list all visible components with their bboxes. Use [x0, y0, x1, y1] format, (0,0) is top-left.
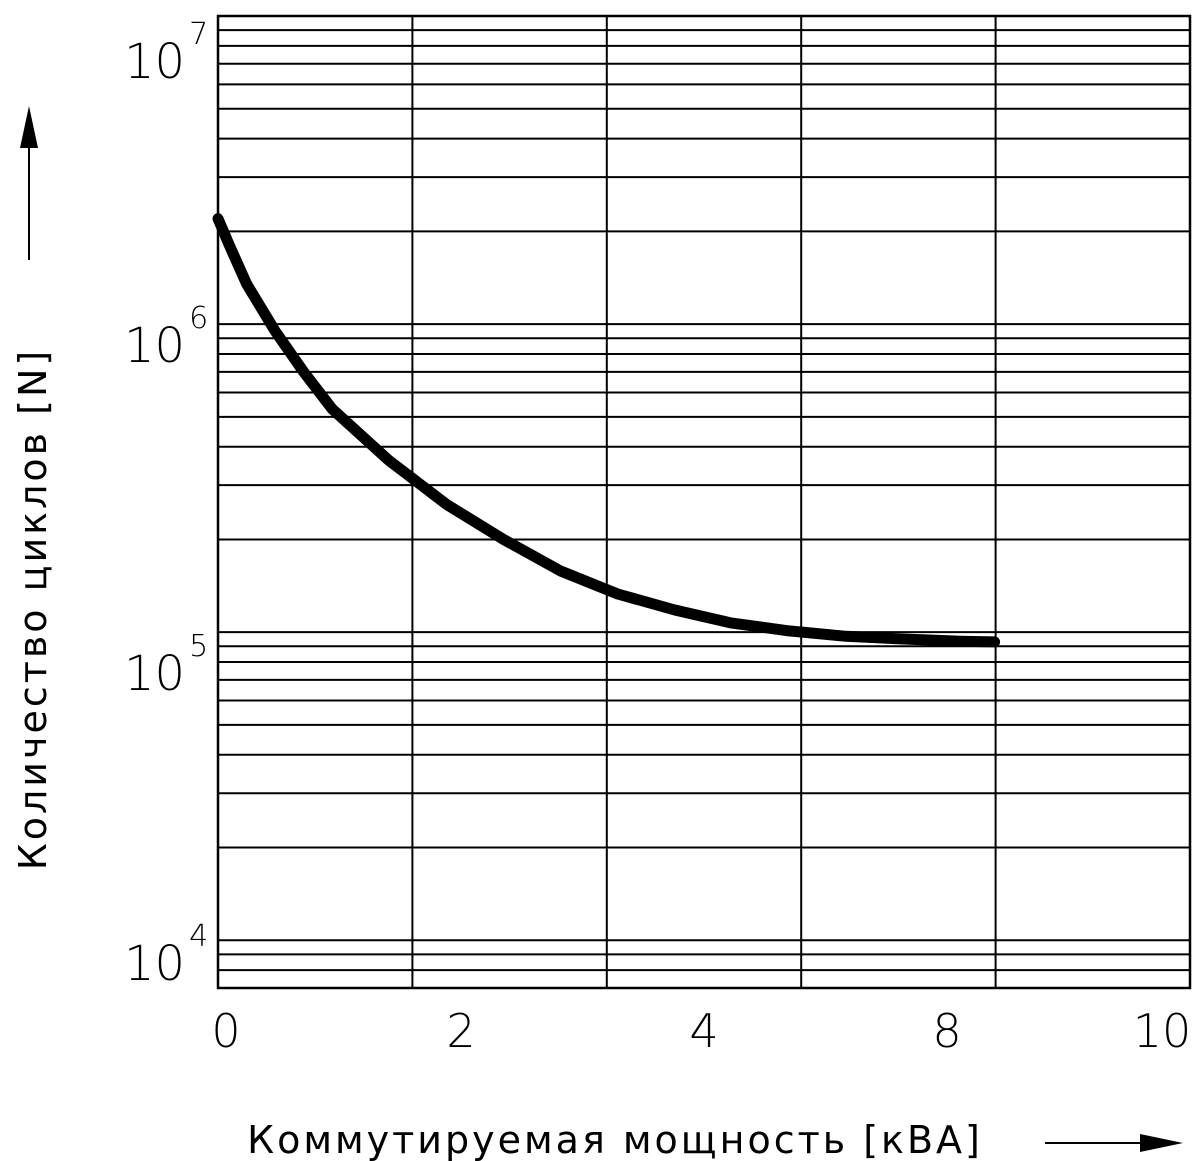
x-tick-label: 8 — [932, 1004, 961, 1058]
x-axis-arrow — [1045, 1134, 1183, 1152]
x-axis-title: Коммутируемая мощность [кВА] — [247, 1118, 983, 1161]
x-tick-label: 4 — [689, 1004, 718, 1058]
y-tick-label: 10 4 — [124, 919, 208, 992]
y-tick-label: 10 7 — [124, 17, 208, 90]
y-tick-label: 10 6 — [124, 301, 208, 374]
x-tick-label: 10 — [1133, 1004, 1192, 1058]
y-tick-label: 10 5 — [124, 629, 208, 702]
x-tick-label: 0 — [211, 1004, 240, 1058]
x-tick-labels: 0 2 4 8 10 — [211, 1004, 1191, 1058]
series-line — [212, 213, 1001, 648]
x-tick-label: 2 — [446, 1004, 475, 1058]
grid — [217, 15, 1191, 988]
y-axis-title: Количество циклов [N] — [11, 348, 55, 870]
plot-frame — [216, 14, 1192, 990]
y-axis-arrow — [20, 106, 38, 260]
